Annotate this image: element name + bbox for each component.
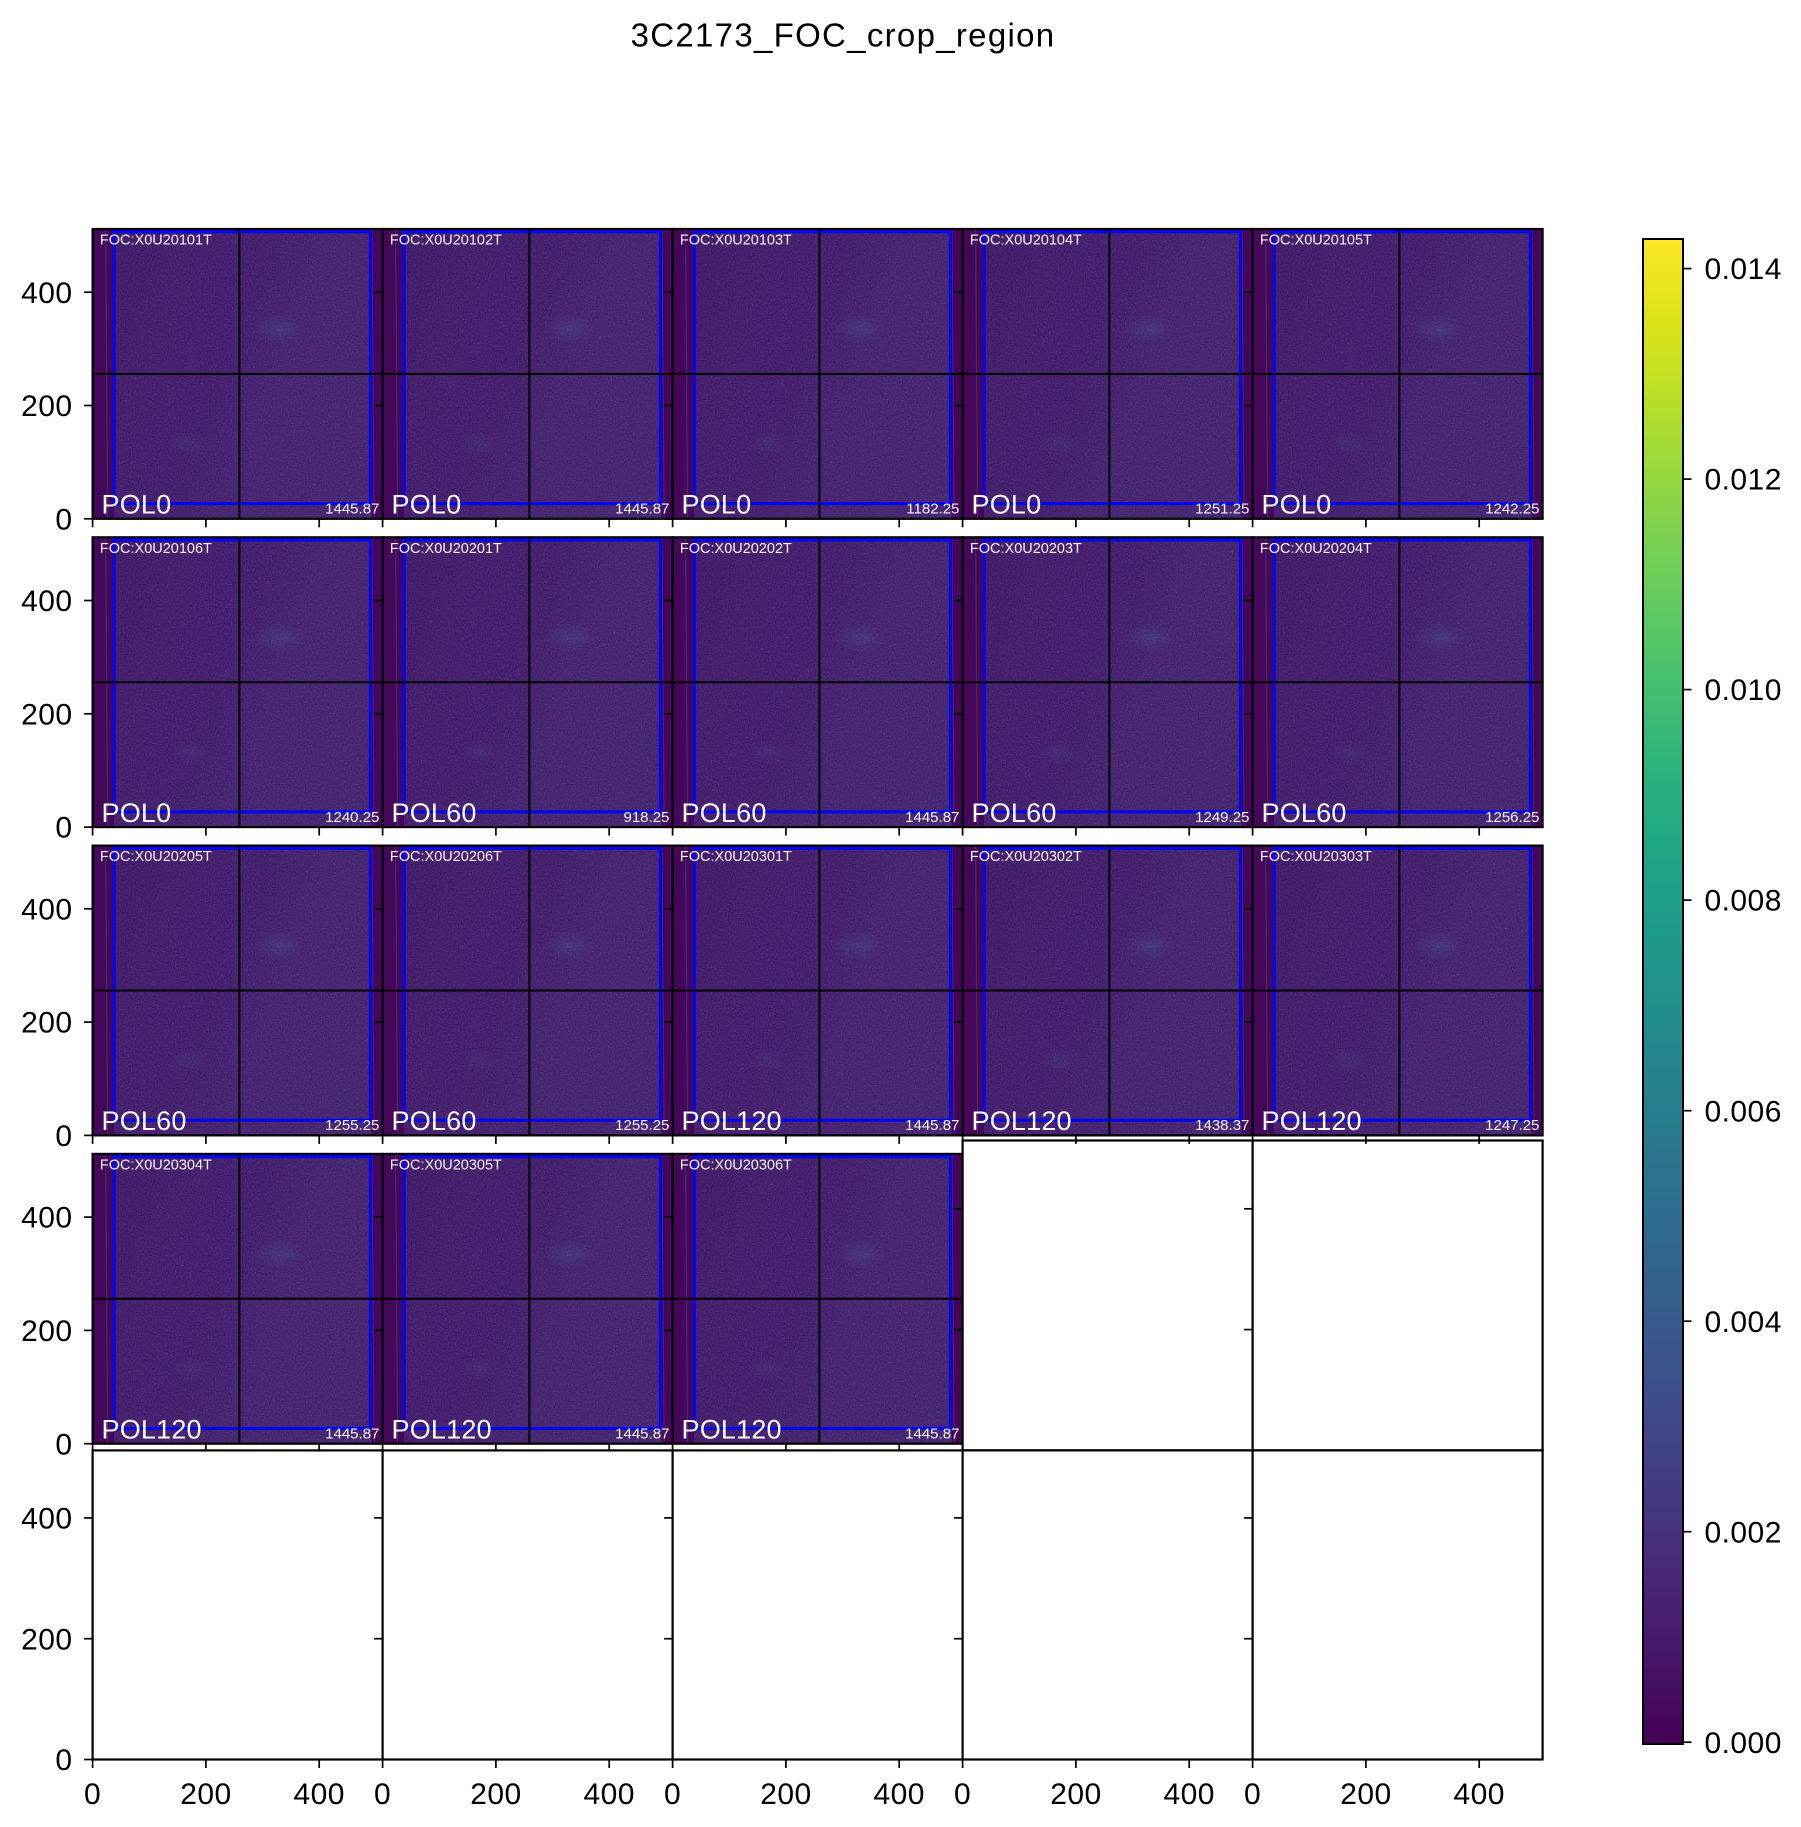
- svg-text:FOC:X0U20104T: FOC:X0U20104T: [970, 233, 1082, 249]
- svg-text:FOC:X0U20302T: FOC:X0U20302T: [970, 849, 1082, 865]
- svg-text:1445.87: 1445.87: [615, 1426, 669, 1443]
- svg-text:0: 0: [374, 1778, 391, 1811]
- svg-text:FOC:X0U20201T: FOC:X0U20201T: [390, 541, 502, 557]
- svg-text:FOC:X0U20103T: FOC:X0U20103T: [680, 233, 792, 249]
- svg-text:POL120: POL120: [1262, 1106, 1362, 1136]
- svg-text:POL60: POL60: [102, 1106, 187, 1136]
- svg-text:POL120: POL120: [102, 1414, 202, 1444]
- svg-text:0.006: 0.006: [1705, 1095, 1782, 1128]
- svg-text:400: 400: [293, 1778, 344, 1811]
- svg-text:1445.87: 1445.87: [325, 1426, 379, 1443]
- svg-text:0: 0: [55, 1120, 72, 1153]
- svg-text:FOC:X0U20204T: FOC:X0U20204T: [1260, 541, 1372, 557]
- svg-text:1249.25: 1249.25: [1195, 809, 1249, 826]
- svg-text:POL60: POL60: [682, 798, 767, 828]
- svg-text:FOC:X0U20101T: FOC:X0U20101T: [100, 233, 212, 249]
- svg-text:0: 0: [55, 1428, 72, 1461]
- svg-text:200: 200: [21, 1007, 72, 1040]
- svg-text:200: 200: [760, 1778, 811, 1811]
- svg-text:400: 400: [1163, 1778, 1214, 1811]
- svg-text:200: 200: [21, 698, 72, 731]
- svg-text:0: 0: [664, 1778, 681, 1811]
- svg-text:1445.87: 1445.87: [905, 1426, 959, 1443]
- svg-text:918.25: 918.25: [624, 809, 670, 826]
- svg-text:POL120: POL120: [682, 1106, 782, 1136]
- svg-text:FOC:X0U20206T: FOC:X0U20206T: [390, 849, 502, 865]
- svg-text:1247.25: 1247.25: [1485, 1117, 1539, 1134]
- svg-text:0: 0: [55, 503, 72, 536]
- svg-text:400: 400: [873, 1778, 924, 1811]
- svg-text:400: 400: [21, 1202, 72, 1235]
- svg-text:1255.25: 1255.25: [325, 1117, 379, 1134]
- svg-text:1182.25: 1182.25: [906, 501, 959, 518]
- svg-text:POL0: POL0: [1262, 490, 1332, 520]
- svg-text:0: 0: [954, 1778, 971, 1811]
- svg-text:3C2173_FOC_crop_region: 3C2173_FOC_crop_region: [631, 17, 1056, 54]
- svg-text:POL0: POL0: [682, 490, 752, 520]
- svg-text:200: 200: [21, 390, 72, 423]
- svg-text:0.008: 0.008: [1705, 885, 1782, 918]
- svg-text:FOC:X0U20304T: FOC:X0U20304T: [100, 1158, 212, 1174]
- svg-text:FOC:X0U20205T: FOC:X0U20205T: [100, 849, 212, 865]
- svg-text:400: 400: [21, 277, 72, 310]
- svg-text:FOC:X0U20303T: FOC:X0U20303T: [1260, 849, 1372, 865]
- svg-text:1255.25: 1255.25: [615, 1117, 669, 1134]
- svg-text:400: 400: [21, 1503, 72, 1536]
- svg-text:1445.87: 1445.87: [325, 501, 379, 518]
- svg-text:0: 0: [55, 812, 72, 845]
- svg-text:FOC:X0U20305T: FOC:X0U20305T: [390, 1158, 502, 1174]
- svg-text:200: 200: [1340, 1778, 1391, 1811]
- svg-text:1256.25: 1256.25: [1485, 809, 1539, 826]
- svg-text:0.012: 0.012: [1705, 464, 1782, 497]
- svg-text:FOC:X0U20102T: FOC:X0U20102T: [390, 233, 502, 249]
- svg-text:0.004: 0.004: [1705, 1306, 1782, 1339]
- svg-text:POL0: POL0: [102, 490, 172, 520]
- svg-text:400: 400: [583, 1778, 634, 1811]
- svg-text:FOC:X0U20306T: FOC:X0U20306T: [680, 1158, 792, 1174]
- svg-text:200: 200: [21, 1315, 72, 1348]
- svg-text:0: 0: [1244, 1778, 1261, 1811]
- svg-text:FOC:X0U20202T: FOC:X0U20202T: [680, 541, 792, 557]
- svg-text:POL0: POL0: [972, 490, 1042, 520]
- svg-text:1240.25: 1240.25: [325, 809, 379, 826]
- svg-text:POL0: POL0: [102, 798, 172, 828]
- svg-text:POL60: POL60: [392, 798, 477, 828]
- svg-text:POL120: POL120: [972, 1106, 1072, 1136]
- svg-text:0: 0: [55, 1744, 72, 1777]
- svg-text:FOC:X0U20203T: FOC:X0U20203T: [970, 541, 1082, 557]
- svg-text:400: 400: [21, 585, 72, 618]
- svg-text:POL60: POL60: [1262, 798, 1347, 828]
- svg-text:1251.25: 1251.25: [1195, 501, 1249, 518]
- svg-text:400: 400: [1453, 1778, 1504, 1811]
- svg-text:FOC:X0U20301T: FOC:X0U20301T: [680, 849, 792, 865]
- svg-text:200: 200: [21, 1623, 72, 1656]
- svg-text:0.002: 0.002: [1705, 1516, 1782, 1549]
- svg-text:0.010: 0.010: [1705, 674, 1782, 707]
- svg-text:0.000: 0.000: [1705, 1727, 1782, 1760]
- svg-text:FOC:X0U20105T: FOC:X0U20105T: [1260, 233, 1372, 249]
- svg-text:POL60: POL60: [972, 798, 1057, 828]
- svg-text:1242.25: 1242.25: [1485, 501, 1539, 518]
- svg-text:POL0: POL0: [392, 490, 462, 520]
- svg-text:1438.37: 1438.37: [1195, 1117, 1249, 1134]
- svg-text:200: 200: [180, 1778, 231, 1811]
- svg-text:200: 200: [1050, 1778, 1101, 1811]
- svg-text:400: 400: [21, 893, 72, 926]
- svg-text:0.014: 0.014: [1705, 253, 1782, 286]
- svg-text:1445.87: 1445.87: [905, 809, 959, 826]
- svg-text:POL120: POL120: [682, 1414, 782, 1444]
- svg-text:200: 200: [470, 1778, 521, 1811]
- svg-text:FOC:X0U20106T: FOC:X0U20106T: [100, 541, 212, 557]
- svg-text:0: 0: [84, 1778, 101, 1811]
- svg-text:POL120: POL120: [392, 1414, 492, 1444]
- svg-text:1445.87: 1445.87: [905, 1117, 959, 1134]
- svg-text:1445.87: 1445.87: [615, 501, 669, 518]
- svg-text:POL60: POL60: [392, 1106, 477, 1136]
